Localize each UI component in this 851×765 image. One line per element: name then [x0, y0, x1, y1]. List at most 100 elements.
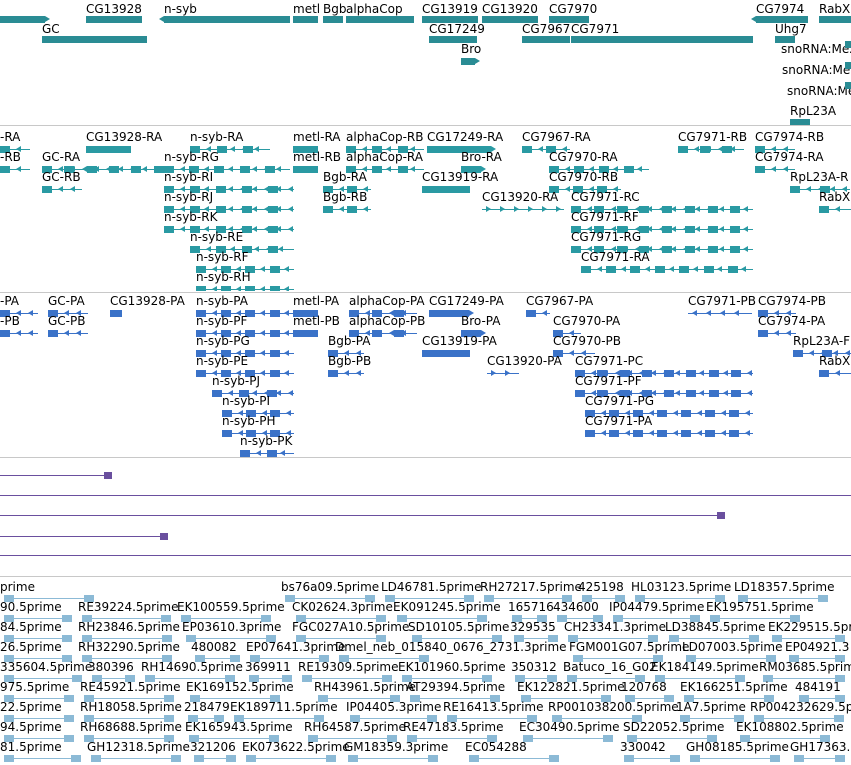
feature-label[interactable]: EK184149.5prime	[651, 660, 759, 674]
feature-label[interactable]: CG7971-PB	[688, 294, 757, 308]
feature-label[interactable]: metl-RA	[293, 130, 341, 144]
feature-label[interactable]: CG13928	[86, 2, 142, 16]
feature-label[interactable]: CG17249-RA	[427, 130, 504, 144]
feature-label[interactable]: CG17249	[429, 22, 485, 36]
feature-label[interactable]: RH32290.5prime	[78, 640, 180, 654]
feature-label[interactable]: CK02624.3prime	[292, 600, 393, 614]
feature-label[interactable]: RE45921.5prime	[80, 680, 181, 694]
feature-label[interactable]: Bgb-RA	[323, 170, 367, 184]
feature-label[interactable]: Bgb-PB	[328, 354, 372, 368]
feature-label[interactable]: CG7971-RF	[571, 210, 639, 224]
feature-label[interactable]: GH08185.5prime	[686, 740, 789, 754]
feature-label[interactable]: CG13920-RA	[482, 190, 559, 204]
feature-label[interactable]: CG13928-RA	[86, 130, 163, 144]
feature-label[interactable]: metl	[293, 2, 321, 16]
feature-label[interactable]: n-syb-PE	[196, 354, 249, 368]
feature-label[interactable]: CG7971-PA	[585, 414, 653, 428]
feature-label[interactable]: EC054288	[465, 740, 527, 754]
feature-label[interactable]: RE47183.5prime	[403, 720, 504, 734]
transcript-track[interactable]: -RA CG13928-RA n-syb-RA metl-RA alphaCop-RB C…	[0, 126, 851, 291]
feature-label[interactable]: 425198	[578, 580, 624, 594]
feature-label[interactable]: CG7974	[756, 2, 805, 16]
feature-label[interactable]: Uhg7	[775, 22, 807, 36]
feature-label[interactable]: CG7967-RA	[522, 130, 591, 144]
feature-label[interactable]: CG7970-PB	[553, 334, 622, 348]
feature-label[interactable]: RpL23A-R	[790, 170, 849, 184]
feature-label[interactable]: RH43961.5prime	[314, 680, 416, 694]
feature-label[interactable]: RabX	[819, 2, 851, 16]
feature-label[interactable]: CG7967-PA	[526, 294, 594, 308]
feature-label[interactable]: Dmel_neb_015840_0676_2731.3prime	[335, 640, 567, 654]
feature-label[interactable]: CG7971-RG	[571, 230, 642, 244]
feature-label[interactable]: alphaCop	[346, 2, 403, 16]
feature-label[interactable]: metl-RB	[293, 150, 342, 164]
feature-label[interactable]: RabX	[819, 190, 851, 204]
feature-label[interactable]: n-syb-RJ	[164, 190, 214, 204]
feature-label[interactable]: snoRNA:Me	[787, 84, 851, 98]
feature-label[interactable]: RpL23A-F	[793, 334, 851, 348]
feature-label[interactable]: RpL23A	[790, 104, 837, 118]
est-track[interactable]: prime bs76a09.5prime LD46781.5prime RH27217…	[0, 577, 851, 765]
feature-label[interactable]: CG7970-RA	[549, 150, 618, 164]
feature-label[interactable]: EK101960.5prime	[398, 660, 506, 674]
feature-label[interactable]: CG7970	[549, 2, 598, 16]
feature-label[interactable]: CG7967	[522, 22, 571, 36]
feature-label[interactable]: CG13920	[482, 2, 538, 16]
feature-label[interactable]: n-syb-RF	[196, 250, 249, 264]
feature-label[interactable]: n-syb-RA	[190, 130, 244, 144]
feature-label[interactable]: IP04405.3prime	[346, 700, 442, 714]
feature-label[interactable]: CG7971-PF	[575, 374, 642, 388]
feature-label[interactable]: LD07003.5prime	[682, 640, 783, 654]
feature-label[interactable]: metl-PA	[293, 294, 340, 308]
feature-label[interactable]: CG7971-RC	[571, 190, 640, 204]
feature-label[interactable]: RH14690.5prime	[141, 660, 243, 674]
feature-label[interactable]: CG7974-PA	[758, 314, 826, 328]
feature-label[interactable]: Bro	[461, 42, 482, 56]
feature-label[interactable]: alphaCop-PA	[349, 294, 425, 308]
feature-label[interactable]: CG7971	[571, 22, 620, 36]
feature-label[interactable]: -PA	[0, 294, 20, 308]
feature-label[interactable]: metl-PB	[293, 314, 340, 328]
feature-label[interactable]: GC-PA	[48, 294, 85, 308]
feature-label[interactable]: GM18359.3prime	[344, 740, 449, 754]
feature-label[interactable]: GC-RB	[42, 170, 81, 184]
feature-label[interactable]: 369911	[245, 660, 291, 674]
feature-label[interactable]: -RB	[0, 150, 21, 164]
feature-label[interactable]: RE39224.5prime	[78, 600, 179, 614]
feature-label[interactable]: EK122821.5prime	[517, 680, 625, 694]
feature-label[interactable]: n-syb-RG	[164, 150, 219, 164]
feature-label[interactable]: EK169152.5prime	[186, 680, 294, 694]
feature-label[interactable]: snoRNA:Me2	[781, 42, 851, 56]
feature-label[interactable]: CG7971-PG	[585, 394, 655, 408]
feature-label[interactable]: 81.5prime	[0, 740, 62, 754]
feature-label[interactable]: alphaCop-PB	[349, 314, 426, 328]
feature-label[interactable]: RH23846.5prime	[78, 620, 180, 634]
feature-label[interactable]: n-syb-RK	[164, 210, 218, 224]
feature-label[interactable]: LD38845.5prime	[665, 620, 766, 634]
feature-label[interactable]: RE16413.5prime	[443, 700, 544, 714]
feature-label[interactable]: CG7974-RB	[755, 130, 825, 144]
feature-label[interactable]: -PB	[0, 314, 20, 328]
feature-label[interactable]: CG7970-RB	[549, 170, 619, 184]
feature-label[interactable]: 165716	[508, 600, 554, 614]
feature-label[interactable]: CG7974-PB	[758, 294, 827, 308]
feature-label[interactable]: 120768	[621, 680, 667, 694]
feature-label[interactable]: Bgb-RB	[323, 190, 368, 204]
feature-label[interactable]: Bgb	[323, 2, 347, 16]
feature-label[interactable]: 22.5prime	[0, 700, 62, 714]
feature-label[interactable]: FGM001G07.5prime	[569, 640, 690, 654]
feature-label[interactable]: RH18058.5prime	[80, 700, 182, 714]
feature-label[interactable]: IP04479.5prime	[609, 600, 705, 614]
feature-label[interactable]: 484191	[795, 680, 841, 694]
feature-label[interactable]: EK229515.5pri	[768, 620, 851, 634]
feature-label[interactable]: RH27217.5prime	[480, 580, 582, 594]
feature-label[interactable]: EK100559.5prime	[177, 600, 285, 614]
blast-alignment-track[interactable]	[0, 458, 851, 576]
feature-label[interactable]: HL03123.5prime	[631, 580, 732, 594]
feature-label[interactable]: RH64587.5prime	[304, 720, 406, 734]
protein-track[interactable]: -PA GC-PA CG13928-PA n-syb-PA metl-PA alphaCo…	[0, 293, 851, 457]
feature-label[interactable]: CG13919-PA	[422, 334, 497, 348]
feature-label[interactable]: LD18357.5prime	[734, 580, 835, 594]
feature-label[interactable]: alphaCop-RA	[346, 150, 423, 164]
